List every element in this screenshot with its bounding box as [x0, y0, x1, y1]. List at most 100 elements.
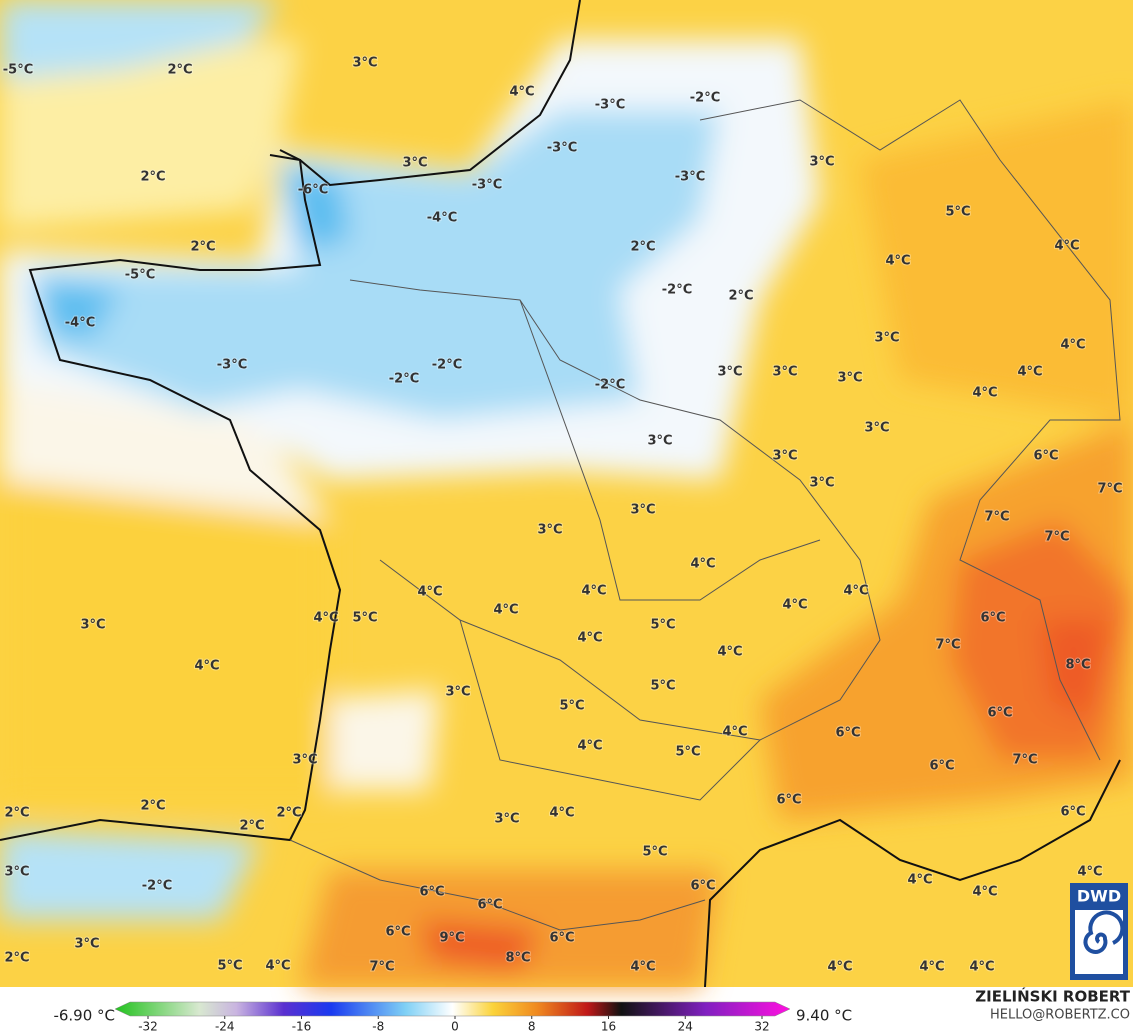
temperature-label: -4°C: [427, 211, 457, 226]
temperature-label: 3°C: [772, 449, 797, 464]
temperature-label: 4°C: [919, 960, 944, 975]
temperature-label: 4°C: [265, 959, 290, 974]
temperature-label: 6°C: [835, 726, 860, 741]
temperature-label: 4°C: [577, 739, 602, 754]
temperature-label: 7°C: [1044, 530, 1069, 545]
temperature-label: 3°C: [537, 523, 562, 538]
temperature-labels: -5°C 2°C 3°C 4°C -3°C -2°C 3°C 2°C -3°C -3°C -3°C 3…: [2, 55, 1124, 976]
temperature-label: 4°C: [313, 611, 338, 626]
temperature-label: 6°C: [980, 611, 1005, 626]
logo-spiral: [1083, 910, 1125, 954]
credit-author: ZIELIŃSKI ROBERT: [975, 987, 1130, 1006]
temperature-label: 3°C: [74, 937, 99, 952]
temperature-label: 2°C: [239, 819, 264, 834]
temperature-label: 4°C: [885, 254, 910, 269]
temperature-label: 3°C: [772, 365, 797, 380]
temperature-label: -3°C: [217, 358, 247, 373]
temperature-label: 3°C: [292, 753, 317, 768]
temperature-label: 6°C: [987, 706, 1012, 721]
temperature-label: 5°C: [675, 745, 700, 760]
temperature-label: 5°C: [559, 699, 584, 714]
temperature-label: 6°C: [477, 898, 502, 913]
temperature-label: 5°C: [217, 959, 242, 974]
colorbar-max: 9.40 °C: [796, 1007, 852, 1025]
colorbar-tick-label: -32: [138, 1020, 158, 1034]
temperature-label: 5°C: [650, 618, 675, 633]
temperature-label: 4°C: [1077, 865, 1102, 880]
temperature-label: 4°C: [194, 659, 219, 674]
credit-contact: HELLO@ROBERTZ.CO: [990, 1008, 1130, 1023]
temperature-label: 7°C: [1012, 753, 1037, 768]
temperature-label: 9°C: [439, 931, 464, 946]
temperature-label: 4°C: [690, 557, 715, 572]
temperature-label: -2°C: [432, 358, 462, 373]
temperature-label: 2°C: [630, 240, 655, 255]
temperature-label: 3°C: [4, 865, 29, 880]
temperature-label: 5°C: [650, 679, 675, 694]
temperature-label: 4°C: [972, 386, 997, 401]
temperature-label: 5°C: [352, 611, 377, 626]
temperature-label: 4°C: [907, 873, 932, 888]
temperature-label: 2°C: [276, 806, 301, 821]
temperature-label: 4°C: [972, 885, 997, 900]
temperature-label: 7°C: [984, 510, 1009, 525]
temperature-label: -5°C: [125, 268, 155, 283]
temperature-label: 5°C: [642, 845, 667, 860]
temperature-label: -3°C: [547, 141, 577, 156]
temperature-label: 8°C: [1065, 658, 1090, 673]
temperature-label: 3°C: [630, 503, 655, 518]
temperature-label: 6°C: [419, 885, 444, 900]
temperature-label: 2°C: [190, 240, 215, 255]
temperature-label: 4°C: [843, 584, 868, 599]
colorbar-tick-label: 24: [678, 1020, 693, 1034]
temperature-label: 2°C: [728, 289, 753, 304]
colorbar-ramp: [114, 1001, 791, 1017]
temperature-label: 4°C: [827, 960, 852, 975]
map: [0, 0, 1133, 988]
temperature-label: 3°C: [809, 155, 834, 170]
temperature-label: 4°C: [493, 603, 518, 618]
temperature-label: 3°C: [874, 331, 899, 346]
temperature-label: 3°C: [402, 156, 427, 171]
temperature-label: 4°C: [581, 584, 606, 599]
temperature-label: -6°C: [298, 183, 328, 198]
temperature-label: 4°C: [417, 585, 442, 600]
temperature-label: -3°C: [675, 170, 705, 185]
temperature-label: 3°C: [647, 434, 672, 449]
temperature-label: 6°C: [929, 759, 954, 774]
temperature-label: 6°C: [549, 931, 574, 946]
temperature-label: -4°C: [65, 316, 95, 331]
temperature-label: 7°C: [935, 638, 960, 653]
colorbar-tick-label: 32: [754, 1020, 769, 1034]
temperature-label: 2°C: [167, 63, 192, 78]
temperature-label: 4°C: [630, 960, 655, 975]
temperature-label: 2°C: [140, 799, 165, 814]
colorbar-tick-label: 0: [451, 1020, 459, 1034]
temperature-label: 4°C: [1054, 239, 1079, 254]
temperature-label: 4°C: [549, 806, 574, 821]
temperature-label: 4°C: [722, 725, 747, 740]
colorbar-tick-label: 8: [528, 1020, 536, 1034]
temperature-label: 3°C: [864, 421, 889, 436]
temperature-label: 6°C: [690, 879, 715, 894]
temperature-label: 4°C: [577, 631, 602, 646]
temperature-label: 6°C: [385, 925, 410, 940]
temperature-label: 3°C: [445, 685, 470, 700]
colorbar-tick-label: -8: [372, 1020, 384, 1034]
temperature-label: -3°C: [595, 98, 625, 113]
temperature-label: 7°C: [1097, 482, 1122, 497]
temperature-label: 4°C: [1060, 338, 1085, 353]
temperature-label: 4°C: [1017, 365, 1042, 380]
temperature-label: -2°C: [595, 378, 625, 393]
temperature-label: 8°C: [505, 951, 530, 966]
temperature-label: 6°C: [1033, 449, 1058, 464]
temperature-label: 3°C: [352, 56, 377, 71]
colorbar-tick-label: -24: [215, 1020, 235, 1034]
colorbar: -6.90 °C 9.40 °C -32 -24 -16 -8 0 8 16 24 32: [53, 1001, 852, 1034]
temperature-label: 7°C: [369, 960, 394, 975]
temperature-label: -2°C: [389, 372, 419, 387]
temperature-label: 5°C: [945, 205, 970, 220]
temperature-label: 4°C: [782, 598, 807, 613]
temperature-label: 3°C: [837, 371, 862, 386]
